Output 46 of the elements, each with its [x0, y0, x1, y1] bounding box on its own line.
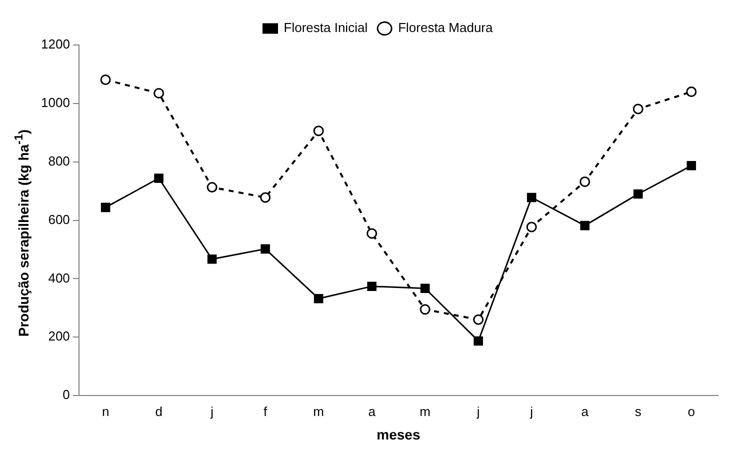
point — [526, 192, 536, 202]
x-tick-label: j — [529, 404, 534, 419]
point — [260, 244, 270, 254]
x-tick-label: s — [634, 404, 642, 419]
legend-label: Floresta Inicial — [284, 20, 368, 36]
point — [420, 304, 430, 315]
point — [366, 228, 378, 239]
point — [206, 182, 218, 193]
x-tick-label: m — [420, 404, 431, 419]
x-tick-label: j — [210, 404, 214, 419]
point — [474, 336, 483, 346]
x-tick-label: m — [313, 404, 324, 419]
point — [313, 126, 324, 136]
x-axis-title: meses — [376, 426, 420, 442]
x-tick-label: n — [102, 404, 110, 419]
point — [260, 192, 271, 203]
x-tick-label: f — [264, 404, 268, 419]
point — [367, 282, 376, 291]
point — [154, 88, 164, 98]
point — [686, 161, 696, 170]
point — [420, 284, 430, 294]
point — [580, 176, 590, 187]
y-tick-label: 200 — [48, 328, 70, 344]
point — [632, 104, 644, 114]
legend-label: Floresta Madura — [398, 20, 494, 36]
x-tick-label: a — [581, 404, 590, 419]
point — [100, 202, 110, 212]
point — [314, 294, 324, 304]
point — [580, 220, 590, 230]
y-tick-label: 0 — [62, 387, 70, 402]
point — [207, 254, 217, 264]
y-tick-label: 1200 — [41, 36, 70, 52]
point — [686, 86, 697, 97]
point — [633, 189, 643, 199]
y-tick-label: 1000 — [41, 95, 70, 110]
y-tick-label: 800 — [48, 153, 70, 168]
point — [154, 174, 164, 183]
x-tick-label: o — [688, 404, 695, 419]
point — [473, 314, 484, 325]
x-tick-label: d — [155, 404, 162, 419]
point — [100, 74, 111, 86]
x-tick-label: a — [368, 404, 376, 419]
point — [526, 222, 537, 232]
y-tick-label: 400 — [48, 270, 70, 286]
y-tick-label: 600 — [48, 212, 70, 227]
x-tick-label: j — [476, 404, 480, 419]
